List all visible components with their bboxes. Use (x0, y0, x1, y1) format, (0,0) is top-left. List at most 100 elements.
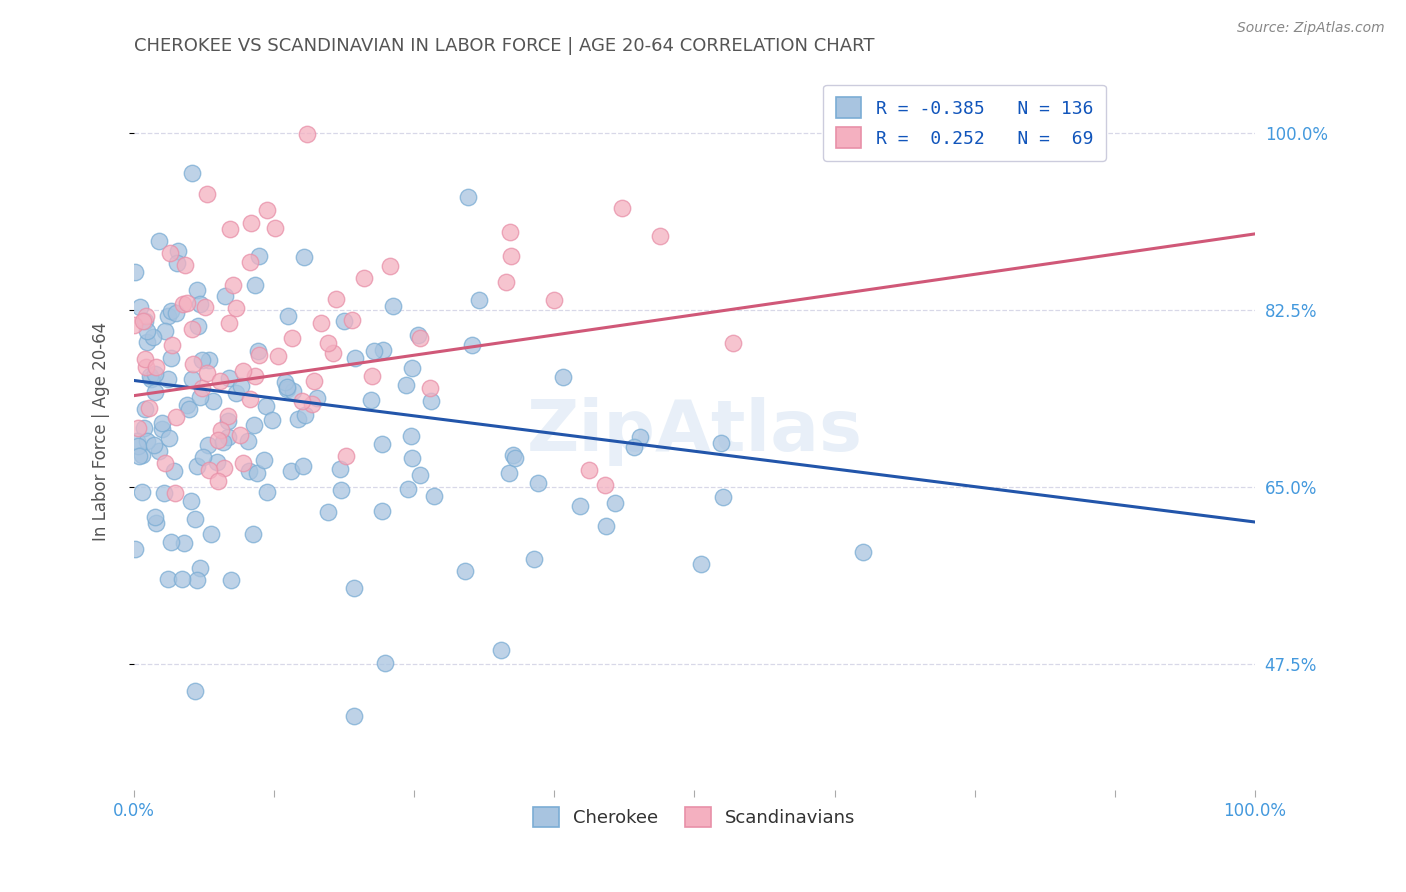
Point (305, 391, 328, 405)
Point (277, 309, 299, 323)
Point (222, 277, 245, 292)
Point (502, 448, 524, 462)
Point (419, 381, 441, 395)
Point (276, 380, 298, 394)
Point (242, 526, 264, 541)
Point (276, 382, 298, 396)
Legend: Cherokee, Scandinavians: Cherokee, Scandinavians (526, 799, 863, 835)
Point (396, 483, 419, 497)
Point (344, 351, 367, 365)
Point (623, 440, 645, 454)
Point (243, 418, 266, 433)
Point (378, 259, 401, 273)
Point (229, 428, 252, 442)
Point (181, 166, 204, 180)
Point (159, 246, 181, 260)
Point (172, 296, 194, 310)
Point (180, 372, 202, 386)
Point (211, 434, 233, 449)
Point (172, 573, 194, 587)
Text: ZipAtlas: ZipAtlas (526, 397, 862, 466)
Point (181, 357, 204, 371)
Point (219, 222, 242, 236)
Point (217, 414, 239, 428)
Point (193, 450, 215, 464)
Point (131, 448, 153, 462)
Point (309, 316, 332, 330)
Point (225, 301, 247, 316)
Point (218, 370, 240, 384)
Point (498, 467, 520, 481)
Point (409, 467, 432, 482)
Point (330, 483, 353, 498)
Point (353, 271, 375, 285)
Point (160, 337, 183, 351)
Point (406, 328, 429, 343)
Point (152, 422, 174, 436)
Point (232, 364, 254, 378)
Point (262, 413, 284, 427)
Point (551, 370, 574, 384)
Point (543, 293, 565, 307)
Point (335, 449, 357, 463)
Point (231, 379, 253, 393)
Point (176, 399, 198, 413)
Point (363, 343, 385, 358)
Point (281, 384, 304, 399)
Point (595, 519, 617, 533)
Point (329, 462, 352, 476)
Point (165, 410, 187, 425)
Point (160, 351, 183, 365)
Point (128, 450, 150, 464)
Point (247, 344, 270, 359)
Point (499, 226, 522, 240)
Point (141, 372, 163, 386)
Point (267, 349, 290, 363)
Point (232, 456, 254, 470)
Point (143, 384, 166, 399)
Point (721, 336, 744, 351)
Point (166, 244, 188, 259)
Point (280, 464, 302, 478)
Point (371, 504, 394, 518)
Point (526, 476, 548, 491)
Point (163, 464, 186, 478)
Point (501, 250, 523, 264)
Point (138, 401, 160, 415)
Point (217, 430, 239, 444)
Point (503, 451, 526, 466)
Point (495, 275, 517, 289)
Point (408, 331, 430, 345)
Point (246, 466, 269, 480)
Point (155, 324, 177, 338)
Point (163, 486, 186, 500)
Point (287, 411, 309, 425)
Point (221, 573, 243, 587)
Point (124, 542, 146, 557)
Point (135, 360, 157, 375)
Point (340, 313, 363, 327)
Point (523, 552, 546, 566)
Point (157, 572, 180, 586)
Point (301, 396, 323, 410)
Point (374, 657, 396, 671)
Point (136, 434, 159, 448)
Point (245, 368, 267, 383)
Point (173, 258, 195, 272)
Point (325, 292, 347, 306)
Point (148, 234, 170, 248)
Point (371, 343, 394, 357)
Point (184, 684, 207, 698)
Point (187, 319, 209, 334)
Text: Source: ZipAtlas.com: Source: ZipAtlas.com (1237, 21, 1385, 35)
Point (127, 434, 149, 449)
Point (274, 375, 297, 389)
Point (124, 265, 146, 279)
Point (188, 390, 211, 404)
Point (648, 229, 671, 244)
Point (180, 494, 202, 508)
Point (145, 367, 167, 381)
Point (135, 309, 157, 323)
Point (333, 314, 356, 328)
Point (322, 345, 344, 359)
